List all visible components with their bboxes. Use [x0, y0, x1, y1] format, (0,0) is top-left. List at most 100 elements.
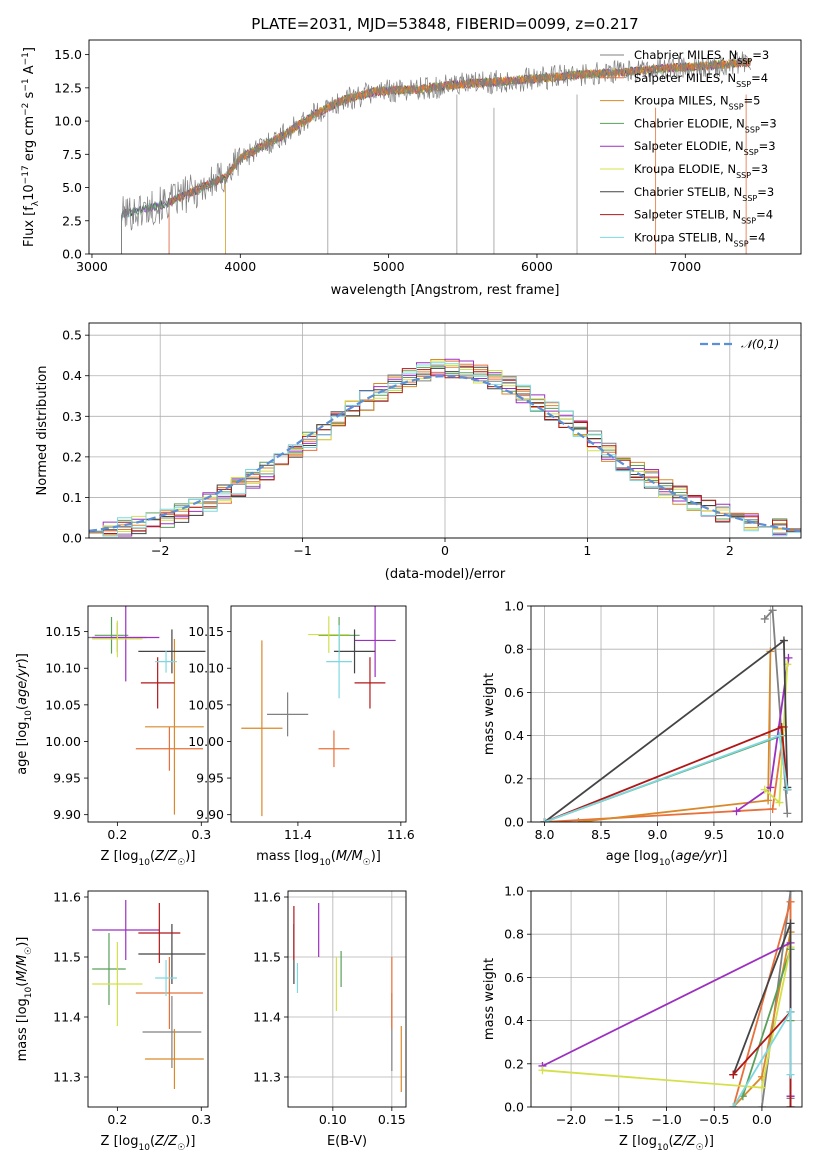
weight-marker — [757, 1083, 766, 1092]
weight-series — [761, 891, 792, 1107]
panel-mass-vs-Z: 0.2 0.3 11.3 11.4 11.5 11.6 Z [log10(Z/Z☉)] mas… — [15, 890, 211, 1154]
x-tick-label: 4000 — [224, 259, 256, 274]
y-tick-label: 11.3 — [53, 1070, 81, 1085]
legend-entry: Kroupa ELODIE, NSSP=3 — [634, 162, 768, 180]
weight-marker — [538, 1066, 547, 1075]
y-tick-label: 0.6 — [504, 970, 524, 985]
weight-marker — [786, 1007, 795, 1016]
y-tick-label: 0.3 — [62, 409, 82, 424]
panel-mass-vs-ebv: 0.10 0.15 11.3 11.4 11.5 11.6 E(B-V) — [253, 890, 407, 1149]
y-tick-label: 11.6 — [53, 890, 81, 905]
y-tick-label: 7.5 — [62, 147, 82, 162]
y-tick-label: 10.10 — [45, 661, 81, 676]
x-tick-label: 11.4 — [284, 827, 312, 842]
weight-marker — [783, 785, 792, 794]
x-tick-label: −2.0 — [556, 1112, 586, 1127]
x-tick-label: 11.6 — [387, 827, 415, 842]
axes-frame — [530, 605, 803, 823]
y-tick-label: 10.00 — [188, 734, 224, 749]
y-tick-label: 0.6 — [504, 685, 524, 700]
legend-entry: 𝒩(0,1) — [741, 337, 779, 351]
weight-marker — [540, 818, 549, 822]
y-tick-label: 0.0 — [62, 247, 82, 262]
x-tick-label: −2 — [151, 543, 169, 558]
y-tick-label: 0.0 — [504, 1100, 524, 1115]
x-tick-label: 5000 — [373, 259, 405, 274]
weight-marker — [574, 818, 583, 822]
histogram-series — [89, 362, 801, 537]
plot-area — [89, 358, 801, 537]
normal-reference-curve — [89, 375, 801, 532]
plot-area — [540, 606, 793, 822]
y-tick-label: 5.0 — [62, 180, 82, 195]
spectrum-series — [121, 51, 751, 254]
x-tick-label: 0.0 — [752, 1112, 772, 1127]
plot-area — [88, 606, 206, 815]
histogram-series — [89, 365, 801, 534]
weight-marker — [786, 897, 795, 906]
weight-marker — [784, 653, 793, 662]
y-tick-label: 0.8 — [504, 927, 524, 942]
y-tick-label: 9.95 — [196, 771, 224, 786]
y-tick-label: 10.00 — [45, 734, 81, 749]
axis-label: Z [log10(Z/Z☉)] — [619, 1134, 714, 1153]
weight-marker — [775, 731, 784, 740]
y-tick-label: 0.5 — [62, 328, 82, 343]
plot-area — [293, 903, 402, 1092]
panel-age-vs-Z: 0.2 0.3 9.90 9.95 10.00 10.05 10.10 10.15 Z [log… — [15, 605, 211, 868]
axis-label: age [log10(age/yr)] — [15, 653, 34, 775]
legend-entry: Kroupa STELIB, NSSP=4 — [634, 230, 765, 248]
axis-label: mass weight — [482, 673, 497, 755]
y-tick-label: 0.2 — [62, 449, 82, 464]
y-tick-label: 11.5 — [253, 950, 281, 965]
weight-marker — [779, 636, 788, 645]
axis-label: mass [log10(M/M☉)] — [256, 849, 381, 868]
weight-marker — [729, 1103, 738, 1107]
y-tick-label: 1.0 — [504, 599, 524, 614]
x-tick-label: 0.15 — [378, 1112, 406, 1127]
y-tick-label: 0.2 — [504, 771, 524, 786]
y-tick-label: 10.10 — [188, 661, 224, 676]
spectrum-series — [225, 58, 751, 254]
panel-spectrum: 3000 4000 5000 6000 7000 0.0 2.5 5.0 7.5 10.0 12.5… — [21, 39, 802, 298]
y-tick-label: 10.05 — [45, 697, 81, 712]
y-tick-label: 10.0 — [54, 114, 82, 129]
axis-label: mass [log10(M/M☉)] — [15, 937, 34, 1062]
weight-marker — [768, 805, 777, 814]
x-tick-label: 0.2 — [107, 1112, 127, 1127]
weight-marker — [757, 1103, 766, 1107]
x-tick-label: 0.10 — [319, 1112, 347, 1127]
y-tick-label: 11.3 — [253, 1070, 281, 1085]
x-tick-label: 6000 — [521, 259, 553, 274]
y-tick-label: 11.5 — [53, 950, 81, 965]
weight-marker — [760, 785, 769, 794]
weight-marker — [764, 796, 773, 805]
plot-area — [121, 51, 751, 254]
y-tick-label: 1.0 — [504, 884, 524, 899]
histogram-series — [89, 358, 801, 537]
weight-marker — [786, 891, 795, 895]
x-tick-label: −1 — [293, 543, 311, 558]
y-tick-label: 11.6 — [253, 890, 281, 905]
y-tick-label: 15.0 — [54, 47, 82, 62]
y-tick-label: 0.0 — [62, 531, 82, 546]
x-tick-label: −1.0 — [651, 1112, 681, 1127]
x-tick-label: 9.0 — [648, 827, 668, 842]
axis-label: wavelength [Angstrom, rest frame] — [331, 283, 560, 298]
plot-area — [538, 891, 795, 1107]
y-tick-label: 0.4 — [62, 368, 82, 383]
x-tick-label: 0.2 — [107, 827, 127, 842]
legend-entry: Chabrier MILES, NSSP=3 — [634, 48, 769, 66]
panel-weights-vs-age: 8.0 8.5 9.0 9.5 10.0 0.0 0.2 0.4 0.6 0.8 1.0 age [l… — [482, 599, 803, 868]
y-tick-label: 10.15 — [45, 624, 81, 639]
axis-label: E(B-V) — [327, 1134, 367, 1149]
weight-marker — [732, 807, 741, 816]
y-tick-label: 0.8 — [504, 642, 524, 657]
histogram-series — [89, 366, 801, 535]
axes-frame — [87, 605, 209, 823]
x-tick-label: 0.3 — [191, 1112, 211, 1127]
weight-marker — [786, 1103, 795, 1107]
axes-frame — [87, 890, 209, 1108]
axis-label: Flux [fλ10−17 erg cm−2 s−1 A−1] — [21, 47, 41, 247]
axis-label: Z [log10(Z/Z☉)] — [101, 1134, 196, 1153]
